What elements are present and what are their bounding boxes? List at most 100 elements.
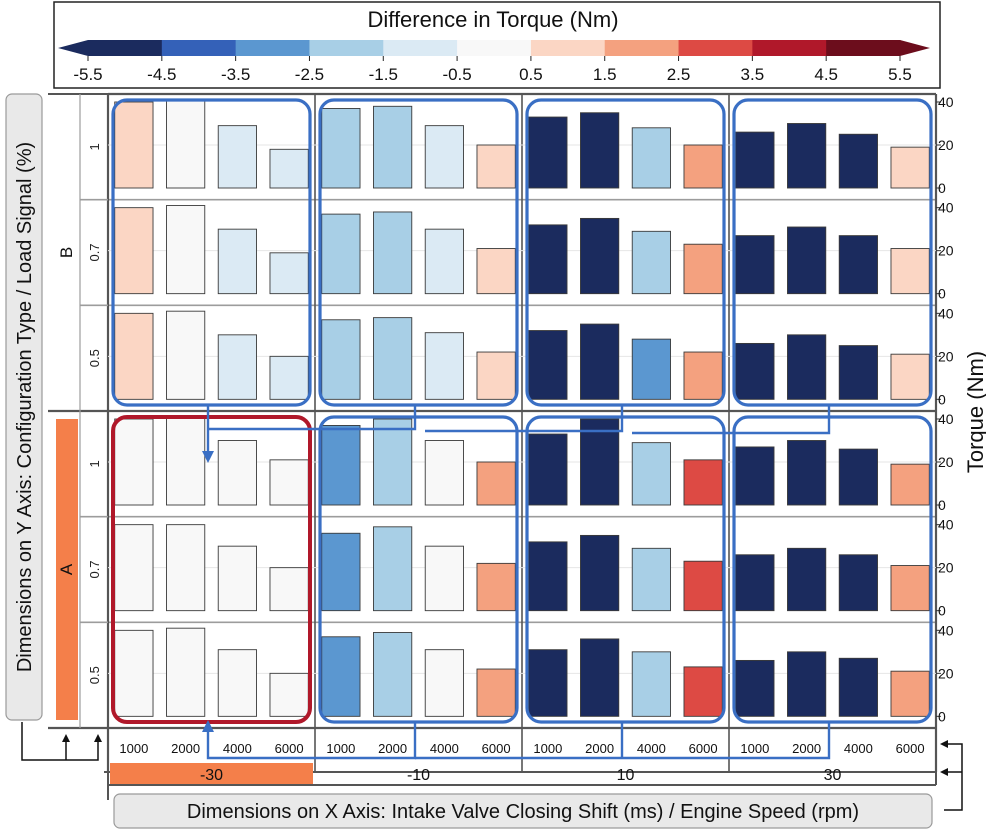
highlight-frames: [111, 98, 933, 760]
right-axis-tick-label: 0: [938, 708, 946, 724]
torque-bar: [683, 144, 723, 189]
connector-arrowhead: [202, 720, 214, 732]
torque-bar: [424, 332, 464, 400]
right-axis-tick-label: 0: [938, 497, 946, 513]
right-bracket-arrow: [940, 740, 948, 748]
torque-bar: [787, 651, 827, 717]
engine-speed-label: 1000: [533, 741, 562, 756]
colorbar-segment: [604, 40, 680, 56]
connector-arrowhead: [202, 451, 214, 463]
torque-bar: [787, 547, 827, 612]
axes-labels: B A 1 0.7 0.5 1 0.7 0.5 0 20 40 0 20 40 0 20 40 0 20 40 0 20 4…: [21, 94, 963, 811]
ivc-shift-label: 10: [617, 767, 635, 784]
load-signal-label: 0.7: [87, 560, 102, 578]
torque-bar: [424, 545, 464, 612]
torque-bar: [166, 310, 206, 400]
torque-bar: [269, 355, 309, 400]
torque-bar: [217, 440, 257, 506]
colorbar-tick-label: 3.5: [741, 65, 765, 84]
torque-bar: [735, 342, 775, 400]
torque-bar: [580, 638, 620, 717]
torque-bar: [476, 461, 516, 506]
torque-bar: [114, 207, 154, 295]
colorbar-segment: [309, 40, 384, 56]
torque-bar: [166, 627, 206, 717]
torque-bar: [890, 670, 930, 717]
y-axis-title-box: Dimensions on Y Axis: Configuration Type…: [5, 93, 43, 721]
connector-line: [415, 722, 831, 760]
engine-speed-label: 4000: [844, 741, 873, 756]
engine-speed-label: 2000: [585, 741, 614, 756]
torque-bar: [683, 459, 723, 506]
torque-bar: [838, 235, 878, 295]
torque-bar: [580, 112, 620, 189]
engine-speed-label: 2000: [792, 741, 821, 756]
colorbar-segment: [383, 40, 458, 56]
right-axis-tick-label: 20: [938, 137, 954, 153]
right-axis-tick-label: 0: [938, 603, 946, 619]
right-axis-tick-label: 40: [938, 305, 954, 321]
colorbar-tick-label: 0.5: [519, 65, 543, 84]
colorbar-tick-label: -3.5: [221, 65, 250, 84]
right-axis-tick-label: 20: [938, 243, 954, 259]
colorbar-segment: [826, 40, 901, 56]
torque-bar: [580, 534, 620, 612]
right-axis-title: Torque (Nm): [963, 351, 986, 473]
left-bracket: [21, 722, 99, 761]
torque-bar: [217, 125, 257, 189]
colorbar-segment: [161, 40, 237, 56]
torque-bar: [838, 657, 878, 717]
comparison-frame: [525, 98, 726, 407]
colorbar-tick-label: 5.5: [888, 65, 912, 84]
load-signal-label: 0.5: [87, 349, 102, 367]
engine-speed-label: 6000: [896, 741, 925, 756]
left-bracket-arrow: [94, 734, 102, 742]
torque-bar: [373, 211, 413, 295]
colorbar-tick-label: -1.5: [369, 65, 398, 84]
torque-bar: [476, 668, 516, 717]
engine-speed-label: 1000: [119, 741, 148, 756]
right-axis-tick-label: 40: [938, 411, 954, 427]
colorbar-tick-label: 2.5: [667, 65, 691, 84]
colorbar-segment: [752, 40, 827, 56]
torque-bar: [683, 351, 723, 400]
torque-bar: [114, 418, 154, 506]
right-axis-tick-label: 0: [938, 180, 946, 196]
torque-bar: [269, 459, 309, 506]
right-axis-tick-label: 40: [938, 622, 954, 638]
torque-bar: [890, 565, 930, 612]
bar-marks: [114, 99, 930, 717]
torque-bar: [631, 230, 671, 295]
torque-bar: [683, 243, 723, 295]
torque-bar: [735, 131, 775, 189]
torque-bar: [528, 224, 568, 295]
colorbar-tick-label: -5.5: [73, 65, 102, 84]
torque-bar: [476, 144, 516, 189]
torque-bar: [631, 651, 671, 717]
connector-line: [425, 405, 624, 433]
right-bracket-arrow: [940, 768, 948, 776]
engine-speed-label: 4000: [223, 741, 252, 756]
torque-bar: [631, 338, 671, 400]
comparison-frame: [318, 98, 519, 407]
torque-bar: [787, 226, 827, 295]
torque-bar: [631, 127, 671, 189]
torque-bar: [373, 317, 413, 400]
y-axis-title: Dimensions on Y Axis: Configuration Type…: [14, 142, 36, 672]
engine-speed-label: 2000: [171, 741, 200, 756]
comparison-frame: [732, 415, 933, 724]
torque-bar: [528, 116, 568, 189]
comparison-frame: [525, 415, 726, 724]
torque-bar: [217, 228, 257, 295]
torque-bar: [424, 228, 464, 295]
torque-bar: [269, 148, 309, 189]
torque-bar: [217, 649, 257, 717]
torque-bar: [735, 235, 775, 295]
torque-bar: [683, 560, 723, 612]
torque-bar: [373, 526, 413, 612]
colorbar-tick-label: -0.5: [442, 65, 471, 84]
torque-bar: [528, 433, 568, 506]
ivc-highlight-bar: [110, 763, 313, 784]
torque-bar: [321, 532, 361, 612]
